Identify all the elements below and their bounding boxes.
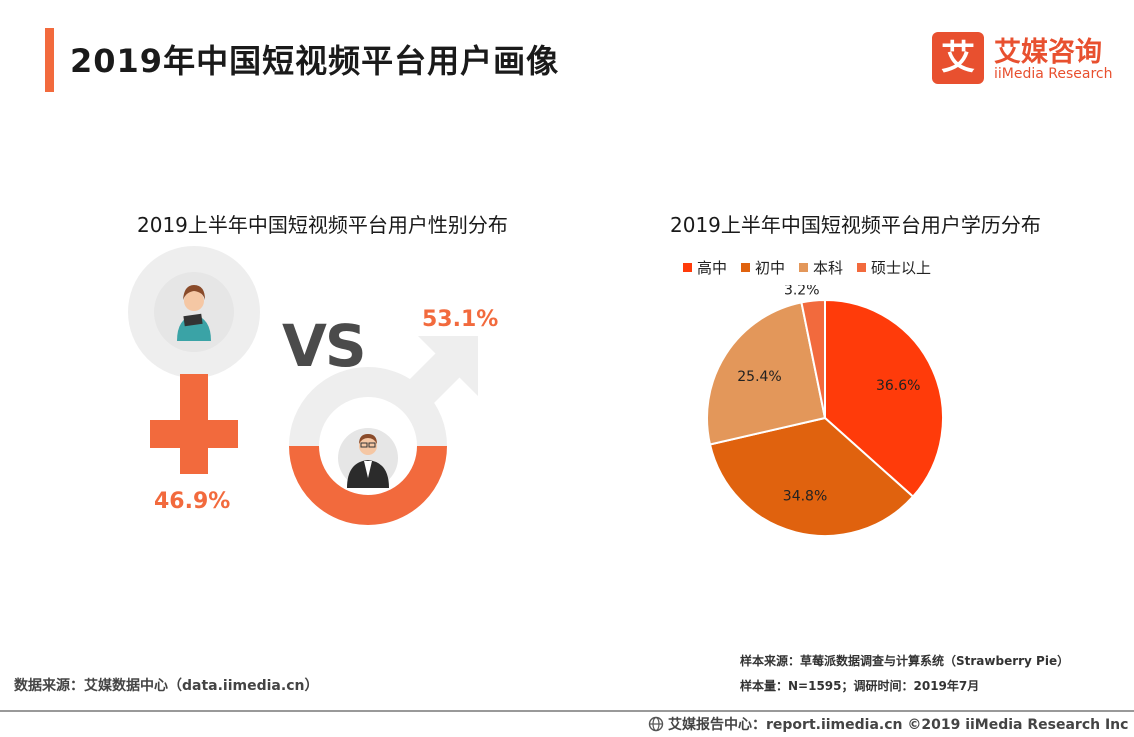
legend-item: 高中 <box>683 257 727 278</box>
female-percentage: 46.9% <box>154 489 231 514</box>
male-ring-bottom <box>289 445 447 525</box>
legend-swatch <box>741 263 751 272</box>
education-pie-chart: 36.6% 34.8% 25.4% 3.2% <box>706 285 944 537</box>
male-percentage: 53.1% <box>422 307 499 332</box>
legend-swatch <box>857 263 867 272</box>
legend-swatch <box>799 263 809 272</box>
legend-swatch <box>683 263 692 272</box>
male-avatar-icon <box>347 434 389 488</box>
footer-divider <box>0 710 1134 712</box>
logo-en-text: iiMedia Research <box>994 66 1113 82</box>
legend-label: 初中 <box>755 259 786 277</box>
legend-label: 硕士以上 <box>871 259 932 277</box>
male-arrow-head <box>418 336 478 396</box>
page-title: 2019年中国短视频平台用户画像 <box>70 42 560 80</box>
pie-slice-4 <box>800 298 826 419</box>
report-center-footer: 艾媒报告中心：report.iimedia.cn ©2019 iiMedia R… <box>648 714 1128 734</box>
pie-slice-2 <box>708 416 915 537</box>
education-chart-title: 2019上半年中国短视频平台用户学历分布 <box>670 213 1041 237</box>
report-center-text: 艾媒报告中心：report.iimedia.cn ©2019 iiMedia R… <box>668 717 1129 733</box>
education-legend: 高中 初中 本科 硕士以上 <box>683 257 931 278</box>
pie-data-label: 3.2% <box>784 285 820 299</box>
legend-item: 本科 <box>799 257 843 278</box>
pie-data-label: 25.4% <box>737 369 781 385</box>
female-stem-top <box>180 364 208 374</box>
legend-item: 初中 <box>741 257 785 278</box>
pie-data-label: 36.6% <box>876 378 920 394</box>
legend-label: 高中 <box>697 259 728 277</box>
gender-chart-title: 2019上半年中国短视频平台用户性别分布 <box>137 213 508 237</box>
sample-source-note: 样本来源：草莓派数据调查与计算系统（Strawberry Pie） <box>740 654 1070 668</box>
data-source-note: 数据来源：艾媒数据中心（data.iimedia.cn） <box>14 678 319 694</box>
title-accent-bar <box>45 28 54 92</box>
female-avatar-icon <box>177 285 211 341</box>
male-ring-top <box>289 367 447 447</box>
pie-slice-3 <box>706 301 827 446</box>
globe-icon <box>648 716 664 732</box>
pie-slice-1 <box>824 298 944 499</box>
logo-cn-text: 艾媒咨询 <box>994 37 1102 68</box>
female-ring <box>128 246 260 378</box>
logo-mark: 艾 <box>932 32 984 84</box>
legend-item: 硕士以上 <box>857 257 931 278</box>
pie-data-label: 34.8% <box>783 489 827 505</box>
iimedia-logo: 艾 艾媒咨询 iiMedia Research <box>932 30 1122 86</box>
legend-label: 本科 <box>813 259 844 277</box>
female-crossbar <box>150 420 238 448</box>
logo-glyph: 艾 <box>941 38 975 78</box>
vs-text: VS <box>282 312 367 380</box>
female-avatar-bg <box>154 272 234 352</box>
sample-size-note: 样本量：N=1595；调研时间：2019年7月 <box>740 679 980 693</box>
